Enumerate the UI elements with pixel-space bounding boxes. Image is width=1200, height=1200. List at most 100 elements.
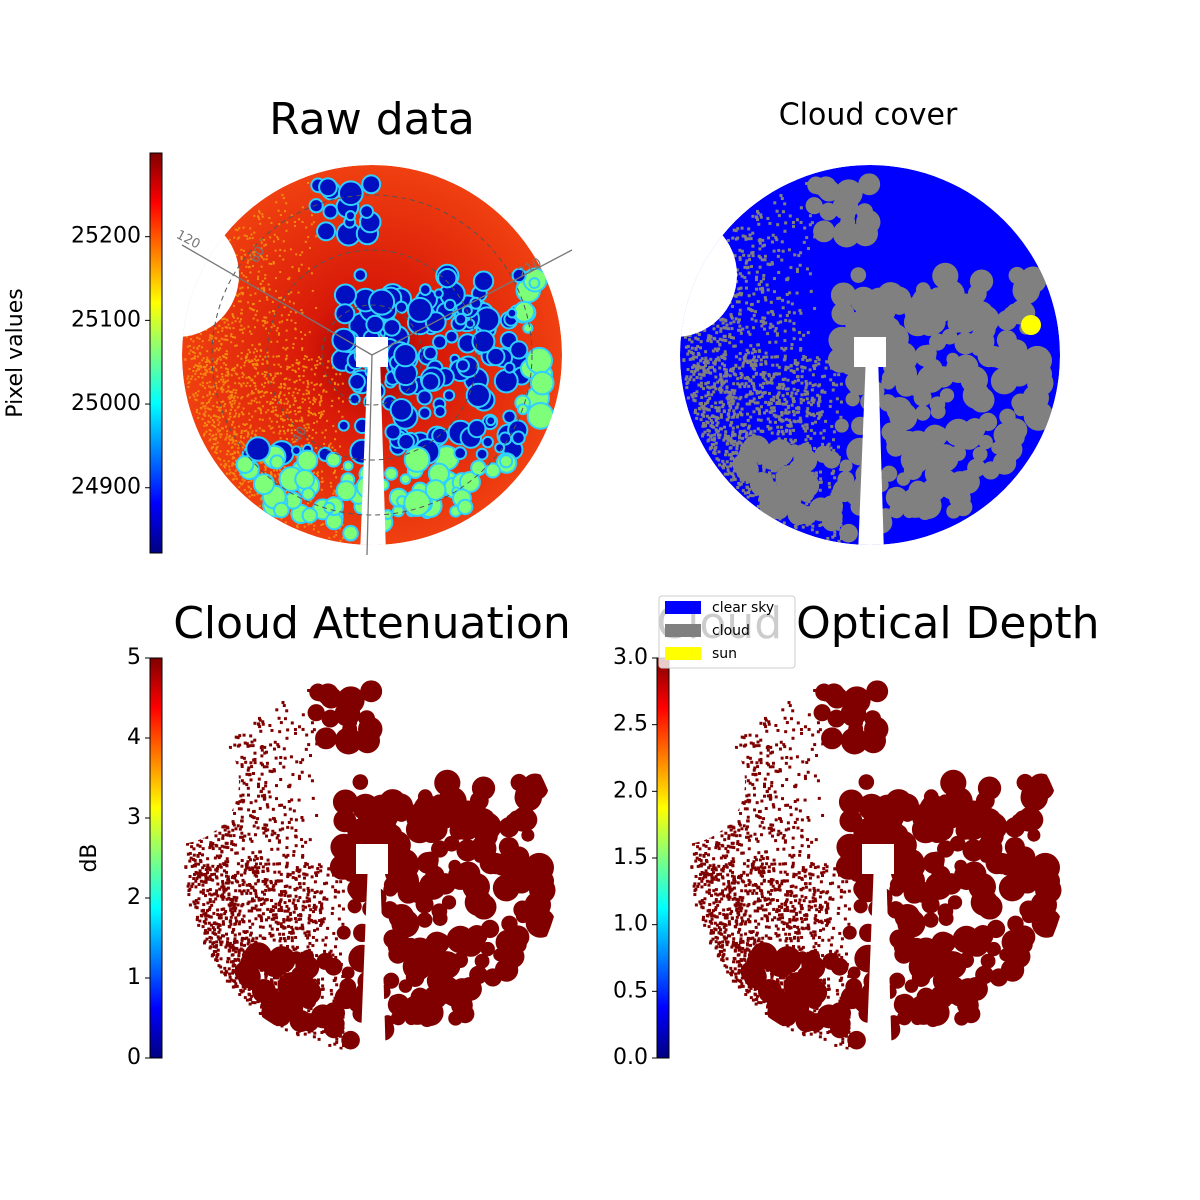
speck (320, 413, 323, 416)
attenuation-speck (311, 935, 315, 939)
attenuation-speck (706, 853, 710, 857)
attenuation-speck (276, 922, 280, 926)
attenuation-speck (728, 907, 732, 911)
attenuation-speck (258, 725, 262, 729)
speck (285, 489, 288, 492)
speck (303, 365, 306, 368)
speck (267, 380, 270, 383)
speck (209, 408, 212, 411)
speck (184, 358, 187, 361)
attenuation-speck (707, 891, 711, 895)
attenuation-speck (813, 866, 817, 870)
attenuation-speck (706, 873, 710, 877)
attenuation-speck (236, 801, 240, 805)
speck (245, 423, 248, 426)
speck (241, 478, 244, 481)
speck (225, 357, 228, 360)
speck (227, 370, 230, 373)
attenuation-blob (873, 794, 903, 824)
speck (259, 396, 262, 399)
attenuation-speck (690, 865, 694, 869)
attenuation-speck (281, 701, 285, 705)
attenuation-speck (733, 830, 737, 834)
attenuation-speck (804, 926, 808, 930)
attenuation-speck (694, 859, 698, 863)
attenuation-speck (242, 781, 246, 785)
attenuation-speck (742, 903, 746, 907)
attenuation-speck (797, 901, 801, 905)
speck (276, 340, 279, 343)
attenuation-speck (781, 797, 785, 801)
attenuation-speck (186, 842, 190, 846)
speck (229, 327, 232, 330)
attenuation-speck (287, 899, 291, 903)
attenuation-blob (958, 952, 975, 968)
attenuation-speck (740, 843, 744, 847)
attenuation-speck (282, 937, 286, 941)
speck (282, 411, 285, 414)
attenuation-speck (718, 945, 722, 949)
attenuation-speck (760, 892, 764, 896)
attenuation-speck (212, 950, 216, 954)
attenuation-speck (760, 833, 764, 837)
attenuation-speck (722, 952, 726, 956)
attenuation-speck (739, 811, 743, 815)
speck (254, 292, 257, 295)
attenuation-speck (791, 846, 795, 850)
speck (283, 210, 286, 213)
speck (236, 364, 239, 367)
attenuation-speck (764, 934, 768, 938)
speck (301, 251, 304, 254)
attenuation-speck (793, 935, 797, 939)
cloud-blob (525, 346, 553, 375)
attenuation-speck (215, 869, 219, 873)
speck (216, 401, 219, 404)
speck (288, 406, 291, 409)
attenuation-speck (227, 903, 231, 907)
speck (290, 432, 293, 435)
attenuation-speck (805, 917, 809, 921)
attenuation-speck (761, 874, 765, 878)
attenuation-speck (246, 860, 250, 864)
attenuation-speck (734, 972, 738, 976)
speck (259, 222, 262, 225)
speck (325, 390, 328, 393)
attenuation-speck (261, 826, 265, 830)
attenuation-speck (241, 989, 245, 993)
speck (200, 366, 203, 369)
attenuation-speck (766, 754, 770, 758)
attenuation-speck (245, 936, 249, 940)
attenuation-speck (693, 893, 697, 897)
attenuation-speck (726, 970, 730, 974)
speck (262, 385, 265, 388)
attenuation-speck (221, 836, 225, 840)
attenuation-speck (789, 939, 793, 943)
attenuation-speck (782, 847, 786, 851)
speck (219, 358, 222, 361)
attenuation-speck (810, 840, 814, 844)
speck (319, 416, 322, 419)
attenuation-speck (251, 1001, 255, 1005)
attenuation-speck (740, 735, 744, 739)
attenuation-speck (272, 888, 276, 892)
attenuation-speck (240, 859, 244, 863)
speck (217, 430, 220, 433)
attenuation-speck (720, 932, 724, 936)
attenuation-speck (751, 866, 755, 870)
speck (214, 336, 217, 339)
attenuation-speck (217, 937, 221, 941)
speck (261, 460, 264, 463)
attenuation-blob (750, 942, 778, 970)
attenuation-speck (813, 1009, 817, 1013)
attenuation-speck (746, 819, 750, 823)
speck (210, 366, 213, 369)
attenuation-speck (696, 864, 700, 868)
speck (274, 406, 277, 409)
speck (217, 423, 220, 426)
attenuation-speck (696, 841, 700, 845)
attenuation-speck (725, 957, 729, 961)
speck (229, 394, 232, 397)
cloud-blob (361, 174, 382, 195)
speck (235, 439, 238, 442)
attenuation-speck (310, 721, 314, 725)
